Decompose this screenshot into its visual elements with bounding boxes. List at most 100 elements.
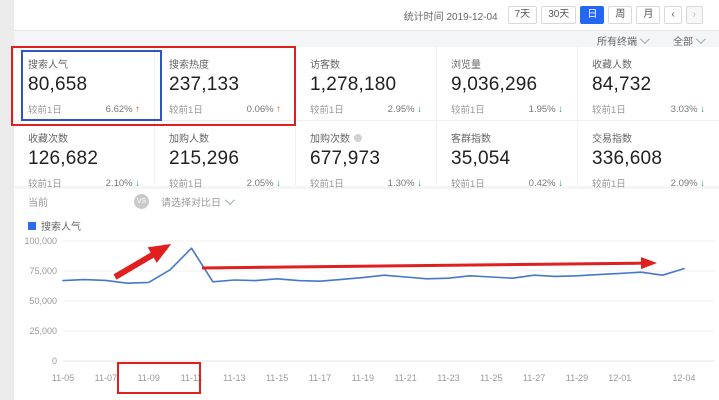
metric-change: 6.62% ↑ — [105, 103, 140, 115]
granularity-button-2[interactable]: 月 — [636, 6, 661, 24]
metric-label: 搜索人气 — [28, 60, 68, 71]
terminal-dropdown-label: 所有终端 — [597, 37, 637, 48]
up-arrow-icon: ↑ — [276, 103, 281, 115]
down-arrow-icon: ↓ — [700, 103, 705, 115]
y-axis-tick-label: 100,000 — [24, 236, 57, 246]
down-arrow-icon: ↓ — [276, 177, 281, 189]
metric-change: 2.10% ↓ — [105, 177, 140, 189]
x-axis-tick-label: 11-13 — [223, 373, 245, 383]
metrics-row-0: 搜索人气 80,658 较前1日 6.62% ↑ 搜索热度 237,133 较前1日 0.06… — [14, 47, 719, 121]
metric-value: 336,608 — [592, 148, 663, 169]
metric-card-r1-c3[interactable]: 客群指数 35,054 较前1日 0.42% ↓ — [437, 121, 578, 190]
granularity-button-0[interactable]: 日 — [580, 6, 605, 24]
granularity-button-1[interactable]: 周 — [608, 6, 633, 24]
metric-card-r0-c1[interactable]: 搜索热度 237,133 较前1日 0.06% ↑ — [155, 47, 296, 121]
y-axis-tick-label: 50,000 — [29, 296, 57, 306]
metric-change: 2.05% ↓ — [246, 177, 281, 189]
scope-dropdown-label: 全部 — [673, 37, 693, 48]
metric-value: 215,296 — [169, 148, 240, 169]
down-arrow-icon: ↓ — [558, 177, 563, 189]
metric-label: 访客数 — [310, 60, 340, 71]
metric-value: 677,973 — [310, 148, 381, 169]
compare-period-label: 较前1日 — [28, 105, 62, 116]
metric-value: 80,658 — [28, 74, 88, 95]
x-axis-tick-label: 12-01 — [608, 373, 631, 383]
metric-card-r0-c4[interactable]: 收藏人数 84,732 较前1日 3.03% ↓ — [578, 47, 719, 121]
metric-card-r0-c0[interactable]: 搜索人气 80,658 较前1日 6.62% ↑ — [14, 47, 155, 121]
prev-period-button[interactable]: ‹ — [664, 6, 682, 24]
x-axis-tick-label: 11-17 — [309, 373, 331, 383]
filters-row: 所有终端 全部 — [597, 33, 706, 48]
metric-card-r1-c4[interactable]: 交易指数 336,608 较前1日 2.09% ↓ — [578, 121, 719, 190]
x-axis-tick-label: 11-27 — [523, 373, 545, 383]
metric-value: 1,278,180 — [310, 74, 397, 95]
compare-period-label: 较前1日 — [310, 105, 344, 116]
compare-period-label: 较前1日 — [310, 179, 344, 190]
metrics-panel: 搜索人气 80,658 较前1日 6.62% ↑ 搜索热度 237,133 较前1日 0.06… — [14, 47, 719, 190]
compare-period-label: 较前1日 — [451, 105, 485, 116]
x-axis-tick-label: 11-11 — [181, 373, 203, 383]
metric-value: 84,732 — [592, 74, 652, 95]
trend-line-chart[interactable]: 0 25,000 50,000 75,000 100,000 11-05 11-07 11-0… — [14, 236, 719, 400]
down-arrow-icon: ↓ — [135, 177, 140, 189]
metric-change: 1.95% ↓ — [528, 103, 563, 115]
metric-card-r0-c3[interactable]: 浏览量 9,036,296 较前1日 1.95% ↓ — [437, 47, 578, 121]
metric-change: 2.95% ↓ — [387, 103, 422, 115]
x-axis-tick-label: 11-25 — [480, 373, 502, 383]
compare-period-label: 较前1日 — [169, 179, 203, 190]
x-axis-tick-label: 11-09 — [137, 373, 159, 383]
x-axis-tick-label: 11-23 — [437, 373, 459, 383]
down-arrow-icon: ↓ — [417, 177, 422, 189]
topbar: 统计时间 2019-12-04 7天 30天日周月 ‹ › — [14, 0, 719, 31]
compare-period-label: 较前1日 — [451, 179, 485, 190]
metric-label: 加购人数 — [169, 134, 209, 145]
legend-series-label: 搜索人气 — [41, 222, 81, 233]
metric-change: 0.06% ↑ — [246, 103, 281, 115]
metric-card-r1-c1[interactable]: 加购人数 215,296 较前1日 2.05% ↓ — [155, 121, 296, 190]
terminal-dropdown[interactable]: 所有终端 — [597, 33, 650, 48]
compare-period-label: 较前1日 — [28, 179, 62, 190]
x-axis-tick-label: 11-05 — [52, 373, 74, 383]
y-axis-tick-label: 0 — [52, 356, 57, 366]
metric-label: 客群指数 — [451, 134, 491, 145]
range-button-0[interactable]: 7天 — [507, 6, 538, 24]
date-range-controls: 7天 30天日周月 ‹ › — [507, 6, 703, 24]
y-axis-tick-label: 75,000 — [29, 266, 57, 276]
chevron-down-icon — [224, 194, 235, 205]
metric-label: 加购次数 — [310, 134, 350, 145]
down-arrow-icon: ↓ — [417, 103, 422, 115]
info-icon[interactable] — [354, 133, 362, 142]
x-axis-tick-label: 12-04 — [672, 373, 695, 383]
metric-value: 35,054 — [451, 148, 511, 169]
compare-bar: 当前 VS 请选择对比日 — [28, 193, 235, 209]
metric-value: 126,682 — [28, 148, 99, 169]
range-button-1[interactable]: 30天 — [541, 6, 577, 24]
metric-card-r0-c2[interactable]: 访客数 1,278,180 较前1日 2.95% ↓ — [296, 47, 437, 121]
x-axis-tick-label: 11-21 — [394, 373, 416, 383]
compare-date-select[interactable]: 请选择对比日 — [161, 194, 235, 209]
chevron-down-icon — [695, 34, 706, 45]
chart-legend: 搜索人气 — [28, 218, 81, 233]
metric-value: 237,133 — [169, 74, 240, 95]
vs-badge-icon: VS — [134, 193, 149, 209]
compare-period-label: 较前1日 — [169, 105, 203, 116]
next-period-button[interactable]: › — [685, 6, 703, 24]
metric-label: 浏览量 — [451, 60, 481, 71]
x-axis-tick-label: 11-07 — [95, 373, 117, 383]
metric-label: 收藏次数 — [28, 134, 68, 145]
scope-dropdown[interactable]: 全部 — [673, 33, 706, 48]
metric-label: 搜索热度 — [169, 60, 209, 71]
metric-change: 3.03% ↓ — [670, 103, 705, 115]
metric-change: 0.42% ↓ — [528, 177, 563, 189]
metric-card-r1-c0[interactable]: 收藏次数 126,682 较前1日 2.10% ↓ — [14, 121, 155, 190]
chevron-down-icon — [639, 34, 650, 45]
metric-label: 交易指数 — [592, 134, 632, 145]
chart-section: 当前 VS 请选择对比日 搜索人气 0 25,000 50,000 75,000 100… — [14, 189, 719, 400]
metric-label: 收藏人数 — [592, 60, 632, 71]
metric-card-r1-c2[interactable]: 加购次数 677,973 较前1日 1.30% ↓ — [296, 121, 437, 190]
x-axis-tick-label: 11-29 — [566, 373, 588, 383]
down-arrow-icon: ↓ — [700, 177, 705, 189]
metric-change: 2.09% ↓ — [670, 177, 705, 189]
metric-change: 1.30% ↓ — [387, 177, 422, 189]
x-axis-tick-label: 11-19 — [352, 373, 374, 383]
